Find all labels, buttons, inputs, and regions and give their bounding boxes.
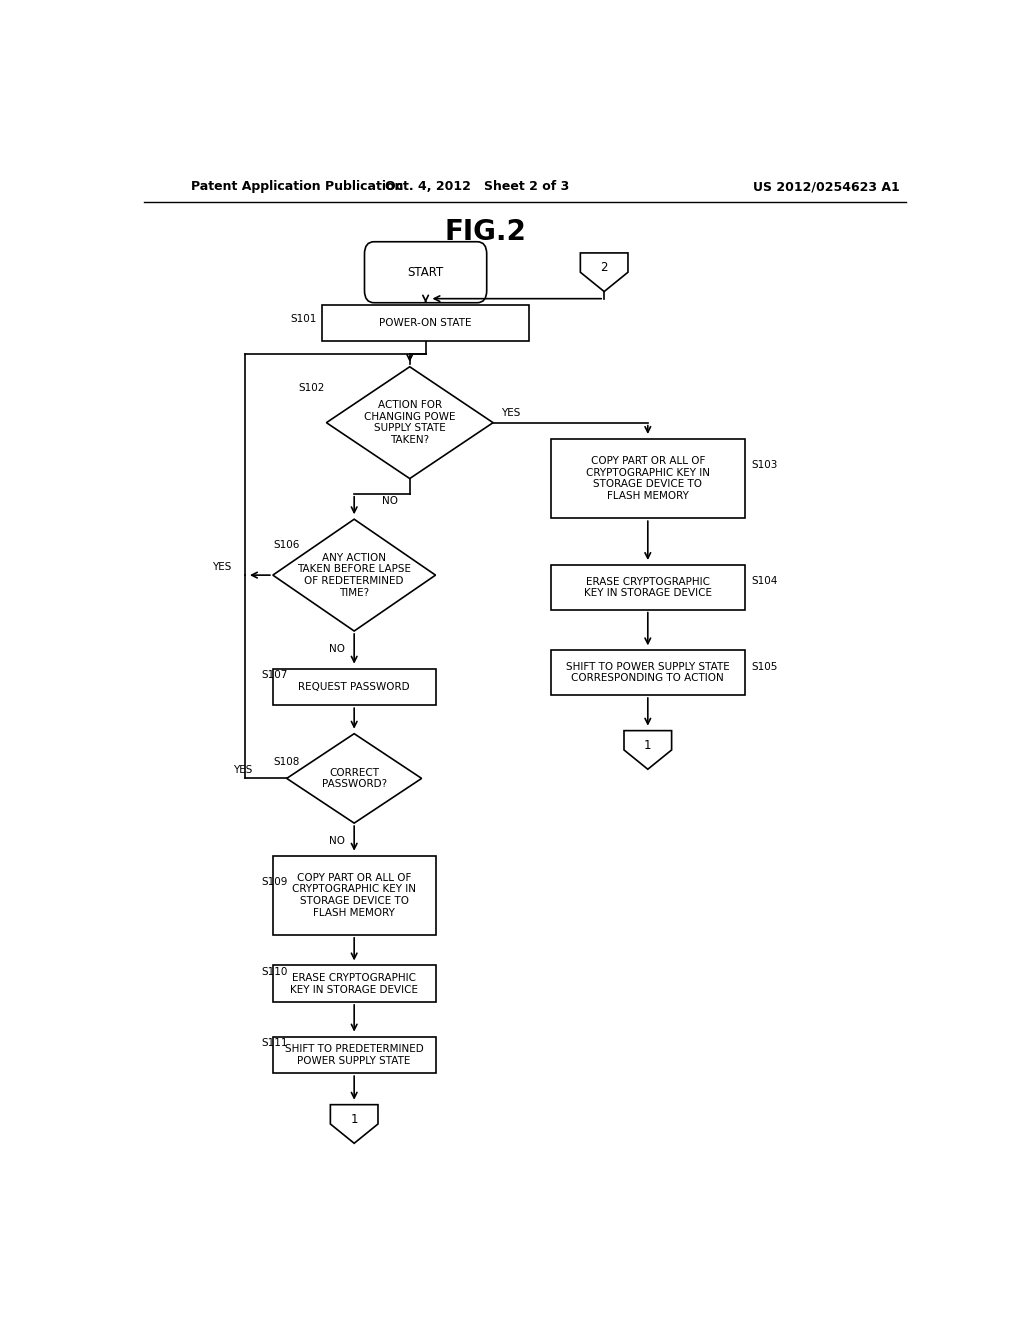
Text: 1: 1 <box>644 739 651 751</box>
Text: S109: S109 <box>261 876 288 887</box>
Text: NO: NO <box>329 644 345 655</box>
Text: S111: S111 <box>261 1038 288 1048</box>
Bar <box>272 1036 435 1073</box>
Text: S103: S103 <box>751 461 777 470</box>
Polygon shape <box>331 1105 378 1143</box>
Text: Oct. 4, 2012   Sheet 2 of 3: Oct. 4, 2012 Sheet 2 of 3 <box>385 181 569 193</box>
Text: COPY PART OR ALL OF
CRYPTOGRAPHIC KEY IN
STORAGE DEVICE TO
FLASH MEMORY: COPY PART OR ALL OF CRYPTOGRAPHIC KEY IN… <box>586 457 710 502</box>
Text: CORRECT
PASSWORD?: CORRECT PASSWORD? <box>322 768 387 789</box>
Bar <box>272 669 435 705</box>
Text: YES: YES <box>233 766 253 775</box>
Bar <box>272 965 435 1002</box>
Text: NO: NO <box>382 496 398 506</box>
Polygon shape <box>272 519 435 631</box>
Bar <box>551 565 745 610</box>
Text: S102: S102 <box>299 383 325 393</box>
Text: S105: S105 <box>751 661 777 672</box>
Text: COPY PART OR ALL OF
CRYPTOGRAPHIC KEY IN
STORAGE DEVICE TO
FLASH MEMORY: COPY PART OR ALL OF CRYPTOGRAPHIC KEY IN… <box>292 873 416 917</box>
Text: ACTION FOR
CHANGING POWE
SUPPLY STATE
TAKEN?: ACTION FOR CHANGING POWE SUPPLY STATE TA… <box>364 400 456 445</box>
Polygon shape <box>624 731 672 770</box>
Polygon shape <box>287 734 422 824</box>
Bar <box>551 651 745 696</box>
Text: S108: S108 <box>273 758 300 767</box>
Text: YES: YES <box>501 408 520 417</box>
Text: NO: NO <box>329 837 345 846</box>
Polygon shape <box>581 253 628 292</box>
Text: ERASE CRYPTOGRAPHIC
KEY IN STORAGE DEVICE: ERASE CRYPTOGRAPHIC KEY IN STORAGE DEVIC… <box>290 973 418 994</box>
Text: REQUEST PASSWORD: REQUEST PASSWORD <box>298 682 410 692</box>
Polygon shape <box>327 367 494 479</box>
Text: S104: S104 <box>751 577 777 586</box>
Text: POWER-ON STATE: POWER-ON STATE <box>379 318 472 329</box>
Text: ANY ACTION
TAKEN BEFORE LAPSE
OF REDETERMINED
TIME?: ANY ACTION TAKEN BEFORE LAPSE OF REDETER… <box>297 553 412 598</box>
Text: YES: YES <box>212 562 231 572</box>
Text: ERASE CRYPTOGRAPHIC
KEY IN STORAGE DEVICE: ERASE CRYPTOGRAPHIC KEY IN STORAGE DEVIC… <box>584 577 712 598</box>
Bar <box>323 305 528 342</box>
Text: S101: S101 <box>291 314 317 323</box>
Text: US 2012/0254623 A1: US 2012/0254623 A1 <box>753 181 900 193</box>
Text: 1: 1 <box>350 1113 358 1126</box>
Text: START: START <box>408 265 443 279</box>
Bar <box>551 440 745 519</box>
Text: FIG.2: FIG.2 <box>444 218 526 246</box>
Text: SHIFT TO POWER SUPPLY STATE
CORRESPONDING TO ACTION: SHIFT TO POWER SUPPLY STATE CORRESPONDIN… <box>566 661 730 684</box>
Text: Patent Application Publication: Patent Application Publication <box>191 181 403 193</box>
Text: 2: 2 <box>600 261 608 275</box>
Text: S106: S106 <box>273 540 300 549</box>
Text: S107: S107 <box>261 669 288 680</box>
Text: SHIFT TO PREDETERMINED
POWER SUPPLY STATE: SHIFT TO PREDETERMINED POWER SUPPLY STAT… <box>285 1044 424 1065</box>
Bar <box>272 855 435 935</box>
Text: S110: S110 <box>261 966 288 977</box>
FancyBboxPatch shape <box>365 242 486 302</box>
